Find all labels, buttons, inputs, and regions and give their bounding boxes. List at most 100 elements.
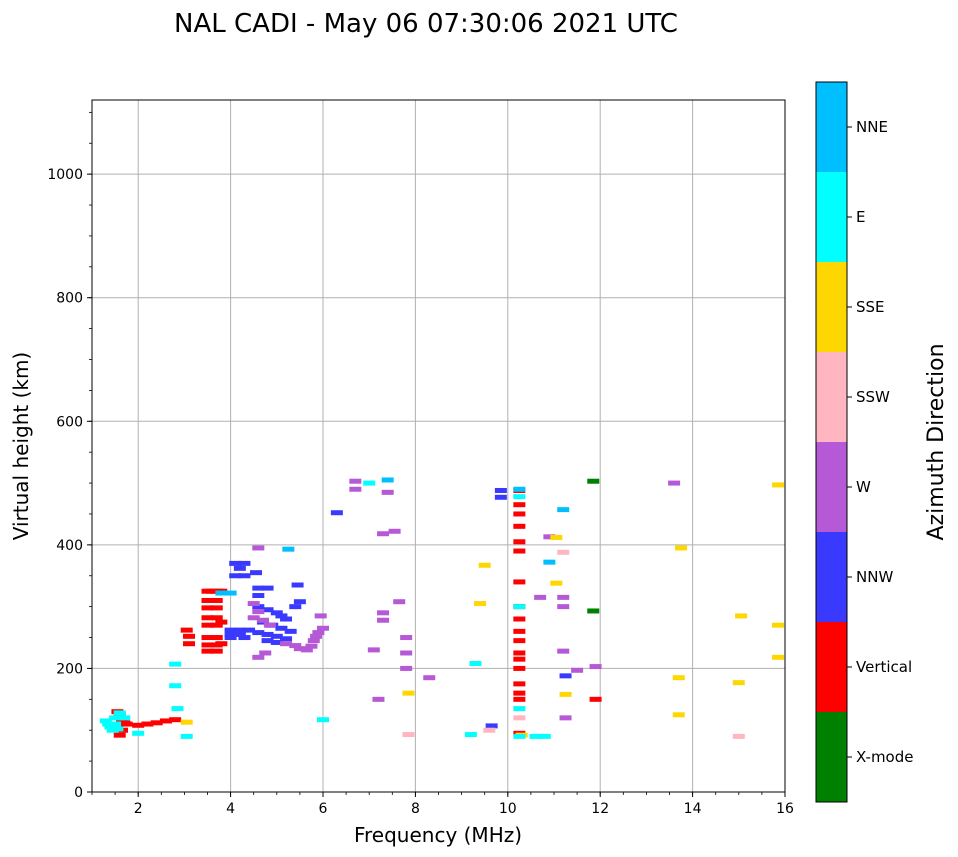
y-tick-label: 0	[74, 785, 83, 801]
data-point	[141, 721, 154, 727]
data-point	[300, 647, 313, 653]
data-point	[291, 582, 304, 588]
data-point	[102, 721, 115, 727]
data-point	[183, 633, 196, 639]
data-point	[538, 733, 551, 739]
y-tick-label: 1000	[47, 167, 83, 183]
data-point	[270, 633, 283, 639]
data-point	[557, 648, 570, 654]
data-point	[559, 673, 572, 679]
data-point	[201, 648, 214, 654]
data-point	[263, 622, 276, 628]
x-tick-label: 16	[776, 801, 794, 817]
data-point	[118, 715, 131, 721]
data-point	[513, 579, 526, 585]
data-point	[543, 559, 556, 565]
data-point	[169, 661, 182, 667]
colorbar-label: NNW	[856, 568, 893, 586]
data-point	[229, 560, 242, 566]
data-point	[224, 590, 237, 596]
data-point	[233, 627, 246, 633]
data-point	[259, 650, 272, 656]
data-point	[247, 601, 260, 607]
data-point	[513, 502, 526, 508]
data-point	[120, 721, 133, 727]
data-point	[377, 531, 390, 537]
data-points	[99, 477, 785, 739]
data-point	[317, 625, 329, 631]
colorbar-segment	[816, 712, 847, 802]
data-point	[513, 715, 526, 721]
data-point	[180, 719, 193, 725]
data-point	[464, 732, 477, 738]
colorbar-segment	[816, 622, 847, 712]
data-point	[559, 715, 572, 721]
colorbar-title: Azimuth Direction	[924, 343, 949, 540]
data-point	[215, 590, 228, 596]
data-point	[589, 664, 602, 670]
data-point	[513, 681, 526, 687]
x-tick-label: 14	[684, 801, 702, 817]
data-point	[201, 635, 214, 641]
data-point	[735, 613, 748, 619]
data-point	[104, 724, 117, 730]
colorbar: X-mode Vertical NNW W SSW SSE E NNE	[815, 81, 913, 803]
data-point	[201, 642, 214, 648]
data-point	[252, 585, 265, 591]
data-point	[109, 721, 122, 727]
data-point	[293, 599, 306, 605]
data-point	[388, 528, 401, 534]
data-point	[280, 641, 293, 647]
x-tick-label: 4	[226, 801, 235, 817]
colorbar-segment	[816, 352, 847, 442]
data-point	[513, 733, 526, 739]
data-point	[494, 494, 507, 500]
data-point	[150, 720, 163, 726]
data-point	[180, 627, 193, 633]
data-point	[280, 636, 293, 642]
data-point	[224, 627, 237, 633]
data-point	[478, 562, 491, 568]
data-point	[109, 715, 122, 721]
data-point	[210, 642, 223, 648]
x-tick-label: 10	[499, 801, 517, 817]
data-point	[310, 633, 323, 639]
data-point	[400, 665, 413, 671]
data-point	[210, 597, 223, 603]
data-point	[587, 478, 600, 484]
data-point	[772, 622, 785, 628]
data-point	[233, 565, 246, 571]
data-point	[111, 726, 124, 732]
data-point	[513, 548, 526, 554]
data-point	[289, 604, 302, 610]
data-point	[330, 510, 343, 516]
data-point	[550, 580, 563, 586]
colorbar-segment	[816, 532, 847, 622]
data-point	[229, 573, 242, 579]
colorbar-label: SSW	[856, 388, 890, 406]
y-tick-label: 200	[56, 661, 83, 677]
data-point	[210, 648, 223, 654]
data-point	[99, 718, 112, 724]
data-point	[485, 723, 498, 729]
colorbar-frame	[815, 81, 848, 803]
data-point	[393, 599, 406, 605]
x-axis-ticks: 2 4 6 8 10 12 14 16	[91, 792, 794, 817]
data-point	[589, 696, 602, 702]
data-point	[169, 683, 182, 689]
data-point	[201, 605, 214, 611]
data-point	[252, 593, 265, 599]
data-point	[252, 609, 265, 615]
data-point	[543, 534, 556, 540]
data-point	[252, 604, 265, 610]
data-point	[270, 639, 283, 645]
colorbar-label: W	[856, 478, 871, 496]
y-tick-label: 600	[56, 414, 83, 430]
data-point	[180, 733, 193, 739]
data-point	[469, 660, 482, 666]
data-point	[513, 638, 526, 644]
data-point	[270, 610, 283, 616]
colorbar-label: NNE	[856, 118, 888, 136]
data-point	[668, 480, 681, 486]
